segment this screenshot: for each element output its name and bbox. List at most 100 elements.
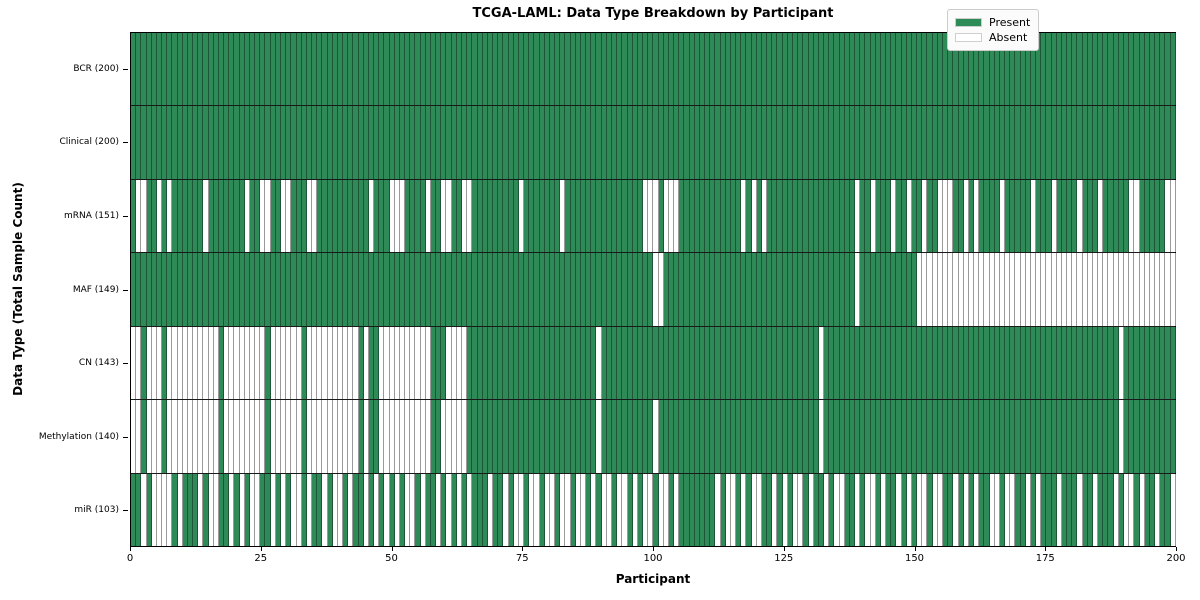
heatmap-cell bbox=[679, 253, 685, 326]
heatmap-cell bbox=[301, 179, 307, 253]
heatmap-cell bbox=[591, 326, 597, 400]
heatmap-cell bbox=[860, 253, 866, 326]
heatmap-cell bbox=[291, 179, 297, 253]
heatmap-cell bbox=[1155, 253, 1161, 326]
heatmap-cell bbox=[167, 179, 173, 253]
heatmap-cell bbox=[761, 179, 768, 253]
x-tick-label: 0 bbox=[126, 553, 134, 564]
heatmap-cell bbox=[1025, 253, 1031, 326]
heatmap-cell bbox=[1051, 326, 1057, 400]
heatmap-cell bbox=[198, 473, 204, 546]
heatmap-cell bbox=[503, 473, 509, 546]
heatmap-cell bbox=[596, 106, 602, 179]
heatmap-cell bbox=[932, 400, 938, 473]
heatmap-cell bbox=[601, 179, 607, 253]
heatmap-cell bbox=[348, 326, 354, 400]
heatmap-cell bbox=[565, 253, 571, 326]
legend-absent-label: Absent bbox=[989, 31, 1028, 44]
heatmap-cell bbox=[989, 473, 995, 546]
heatmap-cell bbox=[1010, 106, 1016, 179]
heatmap-cell bbox=[141, 179, 147, 253]
heatmap-cell bbox=[156, 106, 163, 179]
heatmap-row bbox=[131, 472, 1176, 546]
heatmap-cell bbox=[824, 326, 830, 400]
heatmap-cell bbox=[353, 106, 359, 179]
heatmap-cell bbox=[353, 179, 359, 253]
heatmap-cell bbox=[358, 473, 364, 546]
heatmap-cell bbox=[1005, 179, 1011, 253]
heatmap-cell bbox=[730, 179, 737, 253]
heatmap-cell bbox=[803, 473, 809, 546]
heatmap-cell bbox=[989, 400, 995, 473]
heatmap-cell bbox=[1061, 253, 1068, 326]
heatmap-cell bbox=[213, 473, 219, 546]
heatmap-cell bbox=[1036, 473, 1042, 546]
heatmap-cell bbox=[156, 179, 163, 253]
heatmap-cell bbox=[937, 473, 943, 546]
heatmap-cell bbox=[979, 106, 985, 179]
heatmap-cell bbox=[611, 400, 618, 473]
heatmap-cell bbox=[948, 106, 954, 179]
heatmap-cell bbox=[213, 326, 219, 400]
heatmap-cell bbox=[741, 33, 747, 106]
heatmap-cell bbox=[855, 400, 861, 473]
heatmap-cell bbox=[658, 179, 664, 253]
heatmap-cell bbox=[1155, 33, 1161, 106]
heatmap-cell bbox=[679, 400, 685, 473]
heatmap-cell bbox=[301, 253, 307, 326]
heatmap-cell bbox=[508, 253, 514, 326]
heatmap-cell bbox=[358, 179, 364, 253]
heatmap-cell bbox=[462, 326, 468, 400]
heatmap-cell bbox=[715, 253, 721, 326]
heatmap-cell bbox=[761, 253, 768, 326]
heatmap-cell bbox=[415, 326, 421, 400]
heatmap-cell bbox=[710, 473, 716, 546]
heatmap-cell bbox=[622, 179, 628, 253]
heatmap-cell bbox=[518, 400, 525, 473]
heatmap-cell bbox=[984, 400, 990, 473]
heatmap-cell bbox=[834, 106, 840, 179]
heatmap-cell bbox=[674, 106, 680, 179]
heatmap-cell bbox=[291, 253, 297, 326]
heatmap-cell bbox=[829, 106, 835, 179]
heatmap-cell bbox=[327, 106, 333, 179]
heatmap-cell bbox=[1046, 106, 1052, 179]
heatmap-cell bbox=[555, 400, 561, 473]
heatmap-cell bbox=[1041, 326, 1047, 400]
heatmap-cell bbox=[260, 400, 266, 473]
heatmap-cell bbox=[637, 400, 644, 473]
heatmap-cell bbox=[787, 33, 793, 106]
heatmap-cell bbox=[942, 400, 949, 473]
heatmap-cell bbox=[513, 473, 519, 546]
heatmap-cell bbox=[477, 400, 483, 473]
heatmap-cell bbox=[172, 473, 178, 546]
heatmap-cell bbox=[260, 473, 266, 546]
heatmap-cell bbox=[306, 106, 313, 179]
heatmap-cell bbox=[1036, 106, 1042, 179]
heatmap-cell bbox=[239, 106, 245, 179]
x-tick-label: 200 bbox=[1166, 553, 1186, 564]
heatmap-cell bbox=[927, 400, 933, 473]
heatmap-cell bbox=[643, 400, 649, 473]
heatmap-cell bbox=[942, 473, 949, 546]
x-tick-label: 25 bbox=[254, 553, 268, 564]
heatmap-cell bbox=[886, 400, 892, 473]
heatmap-cell bbox=[663, 179, 669, 253]
heatmap-cell bbox=[1051, 400, 1057, 473]
heatmap-cell bbox=[255, 400, 261, 473]
heatmap-cell bbox=[813, 253, 819, 326]
heatmap-cell bbox=[601, 400, 607, 473]
heatmap-cell bbox=[751, 179, 757, 253]
heatmap-cell bbox=[534, 473, 540, 546]
heatmap-cell bbox=[384, 473, 390, 546]
heatmap-cell bbox=[586, 106, 592, 179]
heatmap-cell bbox=[839, 33, 845, 106]
heatmap-cell bbox=[1103, 326, 1109, 400]
heatmap-cell bbox=[829, 473, 835, 546]
heatmap-cell bbox=[958, 473, 964, 546]
heatmap-cell bbox=[317, 400, 323, 473]
heatmap-cell bbox=[441, 326, 447, 400]
heatmap-cell bbox=[575, 400, 581, 473]
heatmap-cell bbox=[580, 400, 587, 473]
heatmap-cell bbox=[963, 326, 969, 400]
